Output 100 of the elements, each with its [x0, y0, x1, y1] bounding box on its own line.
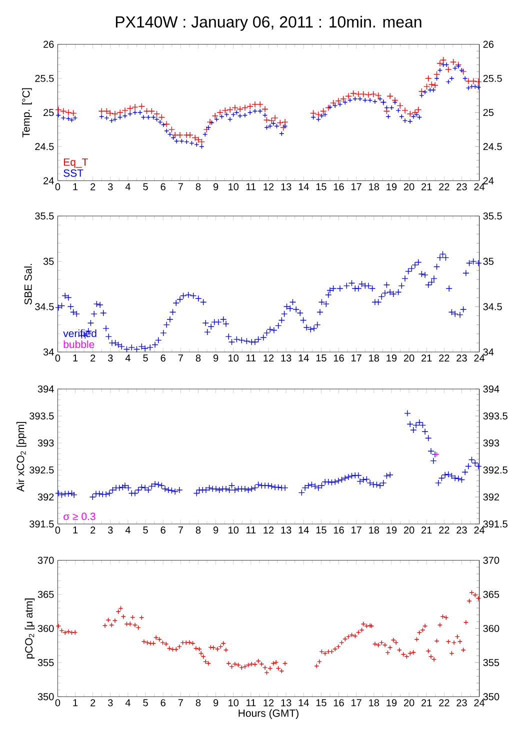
x-tick-label: 12	[264, 354, 274, 362]
x-tick-label: 17	[352, 699, 362, 706]
x-tick-label: 20	[404, 526, 414, 534]
y-tick-label: 24.5	[35, 143, 54, 150]
y-tick-label: 25	[44, 108, 54, 116]
y-tick-label: 392	[38, 493, 54, 501]
y2-tick-label: 393	[483, 439, 500, 447]
y2-tick-label: 394	[483, 385, 500, 393]
x-tick-label: 15	[316, 526, 326, 534]
x-tick-label: 13	[281, 354, 292, 362]
x-tick-label: 7	[178, 183, 183, 190]
x-tick-label: 1	[73, 526, 78, 534]
y2-tick-label: 370	[483, 556, 500, 564]
y2-tick-label: 34	[483, 348, 494, 356]
x-tick-label: 9	[213, 699, 218, 706]
x-tick-label: 3	[108, 526, 113, 534]
y-tick-label: 355	[38, 659, 54, 666]
x-tick-label: 8	[196, 183, 201, 190]
x-tick-label: 11	[246, 354, 256, 362]
y-tick-label: 393.5	[30, 412, 54, 420]
x-tick-label: 3	[108, 699, 113, 706]
x-tick-label: 10	[228, 699, 239, 706]
x-tick-label: 4	[125, 354, 130, 362]
y-tick-label: 350	[38, 693, 54, 700]
x-tick-label: 2	[90, 699, 96, 706]
x-tick-label: 10	[228, 183, 239, 190]
x-tick-label: 9	[213, 183, 218, 190]
x-tick-label: 18	[369, 526, 380, 534]
x-tick-label: 14	[298, 526, 309, 534]
x-tick-label: 10	[228, 354, 239, 362]
x-tick-label: 16	[334, 699, 344, 706]
x-tick-label: 2	[90, 183, 96, 190]
x-tick-label: 16	[334, 183, 344, 190]
x-tick-label: 2	[90, 526, 96, 534]
y2-tick-label: 350	[483, 693, 500, 700]
x-tick-label: 16	[334, 354, 344, 362]
x-tick-label: 14	[298, 354, 309, 362]
y2-tick-label: 391.5	[483, 520, 508, 528]
x-tick-label: 11	[246, 183, 256, 190]
y-axis-title: Air xCO$_{2}$ [ppm]	[16, 422, 26, 492]
x-tick-label: 17	[352, 526, 362, 534]
y2-tick-label: 26	[483, 40, 494, 48]
x-tick-label: 24	[474, 526, 485, 534]
x-tick-label: 24	[474, 354, 485, 362]
x-tick-label: 15	[316, 183, 326, 190]
x-tick-label: 22	[439, 183, 450, 190]
x-tick-label: 21	[422, 354, 432, 362]
y-tick-label: 34	[43, 348, 54, 356]
x-tick-label: 15	[316, 354, 326, 362]
x-tick-label: 5	[143, 354, 148, 362]
x-tick-label: 21	[422, 183, 432, 190]
x-tick-label: 6	[160, 699, 166, 706]
x-tick-label: 22	[439, 526, 450, 534]
x-tick-label: 14	[298, 183, 309, 190]
x-tick-label: 17	[352, 183, 362, 190]
x-tick-label: 8	[196, 354, 201, 362]
x-tick-label: 6	[160, 526, 166, 534]
x-tick-label: 7	[178, 526, 183, 534]
x-tick-label: 4	[125, 526, 130, 534]
x-tick-label: 3	[108, 183, 113, 190]
y-tick-label: 391.5	[30, 520, 54, 528]
legend-label: bubble	[64, 340, 94, 348]
x-tick-label: 19	[386, 183, 397, 190]
y-tick-label: 35	[43, 258, 54, 265]
x-tick-label: 19	[386, 699, 397, 706]
y2-tick-label: 360	[483, 624, 500, 632]
x-tick-label: 6	[160, 354, 166, 362]
x-tick-label: 5	[143, 699, 148, 706]
x-tick-label: 2	[90, 354, 96, 362]
text: σ ≥ 0.3	[64, 512, 96, 520]
y2-tick-label: 392.5	[483, 466, 508, 474]
x-tick-label: 14	[298, 699, 309, 706]
y2-tick-label: 392	[483, 493, 500, 501]
x-tick-label: 24	[474, 699, 485, 706]
x-tick-label: 6	[160, 183, 166, 190]
x-tick-label: 23	[456, 354, 467, 362]
x-tick-label: 17	[352, 354, 362, 362]
x-tick-label: 22	[439, 354, 450, 362]
x-tick-label: 12	[264, 526, 274, 534]
y-axis-title: pCO$_{2}$ [μ atm]	[24, 598, 35, 659]
x-tick-label: 23	[456, 699, 467, 706]
y2-tick-label: 355	[483, 659, 500, 666]
x-tick-label: 19	[386, 354, 397, 362]
x-tick-label: 8	[196, 526, 201, 534]
x-tick-label: 24	[474, 183, 485, 190]
y-tick-label: 26	[44, 40, 54, 48]
text: Eq_T	[64, 158, 88, 168]
x-tick-label: 7	[178, 699, 183, 706]
x-tick-label: 0	[55, 526, 60, 534]
y2-tick-label: 365	[483, 590, 500, 598]
x-tick-label: 5	[143, 183, 148, 190]
x-tick-label: 12	[264, 183, 274, 190]
y-tick-label: 25.5	[35, 74, 54, 82]
text: SST	[64, 169, 84, 177]
x-tick-label: 13	[281, 699, 292, 706]
y2-tick-label: 25.5	[483, 74, 502, 82]
y-axis-title: Temp. [°C]	[22, 88, 32, 138]
x-tick-label: 20	[404, 183, 414, 190]
x-tick-label: 4	[125, 699, 130, 706]
y-axis-title: SBE Sal.	[24, 264, 32, 305]
